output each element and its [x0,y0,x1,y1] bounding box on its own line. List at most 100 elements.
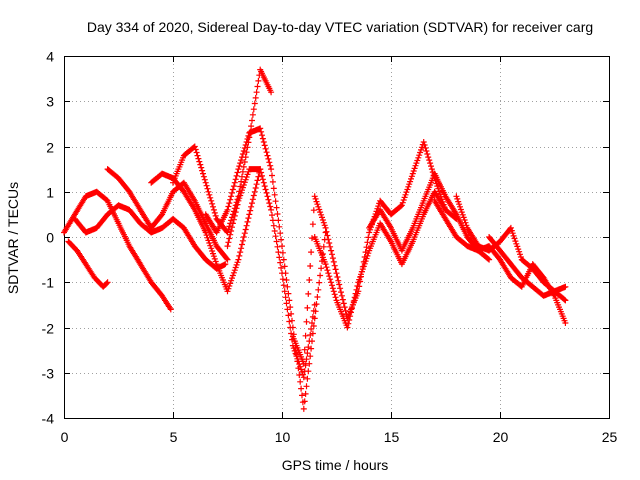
data-point [499,250,501,252]
series-track-1 [61,188,174,313]
data-point [499,240,501,243]
data-point [96,227,98,229]
data-point [216,218,218,220]
data-point [161,213,163,215]
y-tick-label: -3 [42,366,55,382]
data-point [444,209,447,211]
y-tick-labels: -4 -3 -2 -1 0 1 2 3 4 [42,49,55,427]
data-point [466,245,468,247]
data-point [237,259,239,261]
data-point [521,277,523,279]
y-tick-label: 2 [46,140,54,156]
data-point [412,173,414,175]
data-point [226,209,229,211]
data-point [423,141,425,143]
series-track-10 [311,188,460,331]
data-point [455,213,457,215]
series-track-3 [71,202,229,272]
data-point [434,173,436,175]
data-point [477,245,479,247]
data-point [368,250,370,252]
data-point [205,182,207,184]
data-point [183,155,185,157]
y-tick-label: -2 [42,321,55,337]
data-point [455,236,457,238]
data-point [466,227,468,229]
y-tick-label: 4 [46,49,54,65]
data-point [102,286,104,288]
data-point [194,145,196,148]
data-point [477,250,479,252]
data-point [346,317,348,319]
data-point [335,272,338,274]
data-point [107,281,109,283]
data-point [379,200,381,202]
data-point [368,231,370,234]
data-point [237,168,239,170]
data-point [510,227,512,229]
data-point [281,245,283,247]
data-point [434,191,436,193]
series-markers [170,66,275,236]
data-point [444,195,447,197]
data-point [76,250,78,252]
data-point [150,231,152,234]
x-tick-label: 20 [493,429,509,445]
data-point [357,290,359,292]
data-point [401,250,403,252]
data-point [226,259,229,261]
data-point [93,277,96,279]
data-point [553,290,556,292]
y-tick-label: 1 [46,185,54,201]
data-point [85,195,87,197]
data-point [346,326,348,329]
data-point [107,200,109,202]
data-point [216,231,218,234]
data-point [314,236,316,238]
x-tick-label: 25 [602,429,618,445]
data-point [543,277,545,279]
data-point [96,191,98,193]
data-point [259,168,261,170]
data-point [259,127,261,129]
data-point [205,231,207,234]
y-tick-label: -1 [42,275,55,291]
data-point [248,168,250,170]
x-tick-label: 5 [170,429,178,445]
series-track-14 [486,234,569,299]
series-track-7 [202,125,329,412]
data-point [303,408,305,410]
data-point [401,263,403,265]
data-point [248,132,250,134]
data-point [237,200,239,202]
data-point [226,290,229,292]
data-point [216,263,218,265]
data-point [224,263,226,265]
data-point [107,213,109,215]
data-point [553,295,556,297]
data-point [183,227,185,229]
data-point [74,213,76,215]
series-track-4 [104,166,231,263]
data-point [521,286,523,288]
data-point [150,281,152,283]
data-point [117,177,120,179]
data-point [183,191,185,193]
data-point [412,227,414,229]
data-point [205,213,207,215]
data-point [194,200,196,202]
data-point [85,263,87,265]
chart-title: Day 334 of 2020, Sidereal Day-to-day VTE… [87,19,593,35]
data-point [499,259,501,261]
data-point [128,245,130,247]
data-point [335,299,338,301]
data-point [379,222,381,224]
data-point [107,168,109,170]
data-point [488,245,490,247]
data-point [434,200,436,202]
grid [64,56,609,418]
data-point [172,191,174,193]
data-point [412,240,414,243]
data-point [194,245,196,247]
